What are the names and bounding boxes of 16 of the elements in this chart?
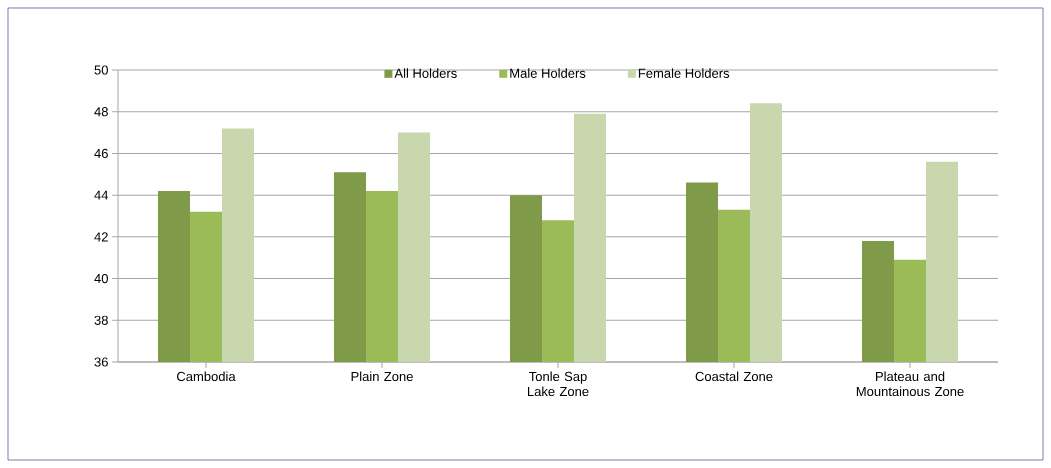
y-tick-label: 44	[94, 190, 109, 200]
x-tick-label: Tonle Sap Lake Zone	[528, 371, 589, 397]
x-tick-label: Plateau and Mountainous Zone	[856, 371, 964, 397]
x-tick-label: Coastal Zone	[695, 371, 773, 382]
y-tick-label: 40	[94, 273, 108, 284]
y-tick-label: 38	[94, 315, 108, 325]
y-tick-label: 46	[94, 148, 108, 159]
y-tick-label: 42	[94, 232, 108, 242]
legend-label: All Holders	[394, 68, 457, 78]
y-tick-label: 50	[94, 65, 108, 75]
legend-label: Female Holders	[638, 68, 730, 78]
y-tick-label: 48	[94, 107, 108, 117]
x-tick-label: Cambodia	[177, 371, 236, 382]
y-tick-label: 36	[94, 357, 108, 367]
legend-label: Male Holders	[510, 68, 586, 78]
x-tick-label: Plain Zone	[351, 371, 413, 382]
